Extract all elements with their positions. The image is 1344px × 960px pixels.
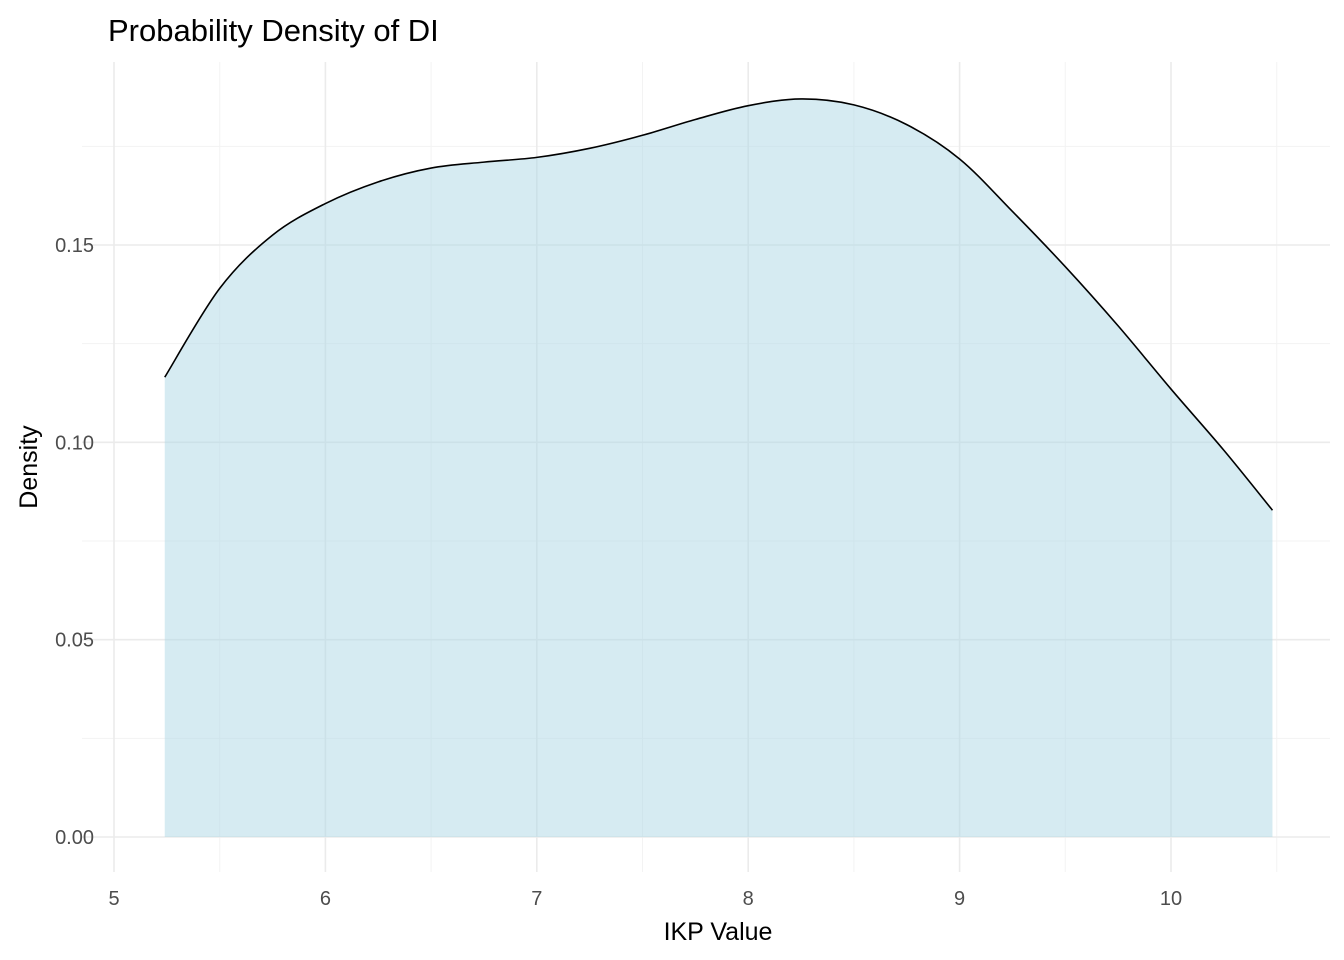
x-tick-label: 5 <box>108 888 119 910</box>
x-tick-label: 10 <box>1160 888 1182 910</box>
y-tick-label: 0.00 <box>55 827 94 849</box>
y-tick-label: 0.05 <box>55 630 94 652</box>
y-axis-title: Density <box>15 425 43 509</box>
density-area <box>164 98 1273 838</box>
x-tick-label: 6 <box>320 888 331 910</box>
y-axis-tick-labels: 0.00 0.05 0.10 0.15 <box>55 235 94 849</box>
density-line <box>164 98 1274 511</box>
y-tick-label: 0.15 <box>55 235 94 257</box>
x-tick-label: 7 <box>531 888 542 910</box>
y-tick-label: 0.10 <box>55 432 94 454</box>
x-axis-title: IKP Value <box>664 918 773 946</box>
chart-title: Probability Density of DI <box>108 13 439 48</box>
x-axis-tick-labels: 5 6 7 8 9 10 <box>108 888 1182 910</box>
x-tick-label: 9 <box>954 888 965 910</box>
x-tick-label: 8 <box>743 888 754 910</box>
